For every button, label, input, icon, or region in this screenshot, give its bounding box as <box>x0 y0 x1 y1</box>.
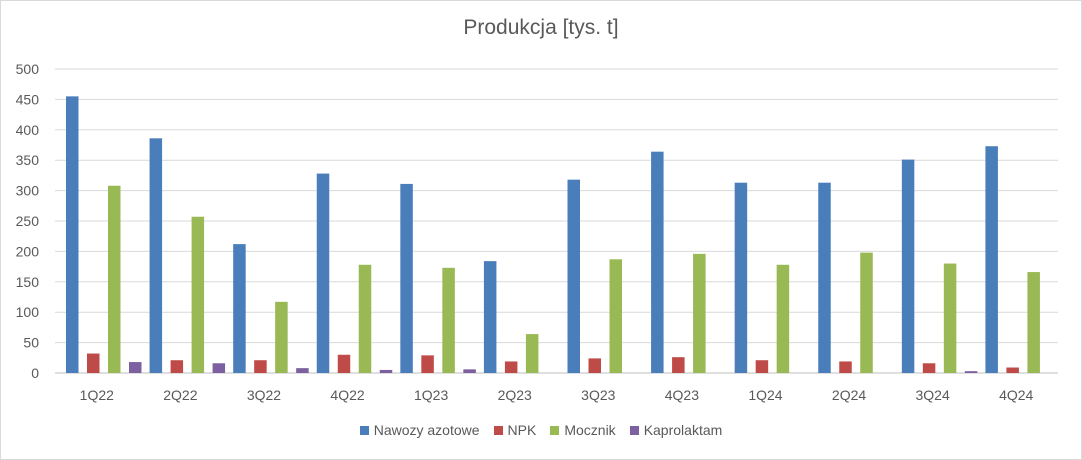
bar-mocznik-2q24 <box>860 252 873 373</box>
bar-mocznik-3q23 <box>609 259 622 373</box>
y-tick-label: 150 <box>16 274 40 290</box>
x-tick-label: 3Q24 <box>915 387 949 403</box>
x-tick-label: 3Q23 <box>581 387 615 403</box>
x-tick-label: 1Q22 <box>80 387 114 403</box>
gridlines <box>55 68 1058 374</box>
bar-mocznik-3q22 <box>275 301 288 373</box>
bar-npk-3q22 <box>254 360 267 373</box>
y-tick-label: 250 <box>16 213 40 229</box>
legend-label: Kaprolaktam <box>643 422 723 438</box>
y-tick-label: 300 <box>16 183 40 199</box>
bar-nawozy-azotowe-2q24 <box>818 182 831 373</box>
y-tick-label: 200 <box>16 243 40 259</box>
bar-kaprolaktam-4q22 <box>379 369 393 373</box>
bar-nawozy-azotowe-2q22 <box>149 138 163 373</box>
legend-swatch <box>629 425 639 435</box>
legend-item: NPK <box>493 422 537 438</box>
legend-item: Mocznik <box>550 422 616 438</box>
legend-label: Nawozy azotowe <box>373 422 480 438</box>
legend: Nawozy azotowe NPK Mocznik Kaprolaktam <box>0 422 1082 438</box>
bar-npk-3q23 <box>588 358 601 373</box>
y-tick-label: 100 <box>16 304 40 320</box>
bar-mocznik-1q23 <box>442 267 455 373</box>
y-tick-label: 50 <box>23 335 39 351</box>
bar-npk-4q24 <box>1006 367 1019 373</box>
bar-mocznik-4q24 <box>1027 272 1040 373</box>
bar-mocznik-1q22 <box>108 185 121 373</box>
y-tick-label: 450 <box>16 91 40 107</box>
bar-npk-1q23 <box>421 355 434 373</box>
bar-nawozy-azotowe-1q24 <box>734 182 748 373</box>
bar-mocznik-2q22 <box>191 216 205 373</box>
bar-mocznik-2q23 <box>525 334 539 373</box>
bar-nawozy-azotowe-3q24 <box>901 159 915 373</box>
y-tick-label: 350 <box>16 152 40 168</box>
chart-title: Produkcja [tys. t] <box>463 16 619 39</box>
bar-npk-3q24 <box>922 363 936 373</box>
bar-nawozy-azotowe-4q24 <box>985 146 998 373</box>
bars <box>66 96 1040 374</box>
bar-nawozy-azotowe-4q22 <box>316 173 330 373</box>
bar-nawozy-azotowe-1q23 <box>400 183 413 373</box>
legend-label: Mocznik <box>564 422 616 438</box>
x-tick-label: 1Q24 <box>748 387 782 403</box>
y-tick-label: 400 <box>16 122 40 138</box>
legend-swatch <box>359 425 369 435</box>
bar-npk-2q24 <box>839 361 852 373</box>
bar-mocznik-4q22 <box>358 264 372 373</box>
bar-kaprolaktam-3q22 <box>296 368 309 373</box>
bar-nawozy-azotowe-4q23 <box>651 151 664 373</box>
y-axis-ticks: 0 50 100 150 200 250 300 350 400 450 500 <box>16 61 40 381</box>
bar-kaprolaktam-1q22 <box>129 362 142 373</box>
legend-item: Nawozy azotowe <box>359 422 480 438</box>
bar-kaprolaktam-2q22 <box>212 363 226 373</box>
legend-item: Kaprolaktam <box>629 422 723 438</box>
bar-mocznik-3q24 <box>943 263 957 373</box>
bar-npk-1q22 <box>87 353 100 373</box>
y-tick-label: 500 <box>16 61 40 77</box>
y-tick-label: 0 <box>31 365 39 381</box>
bar-kaprolaktam-3q24 <box>964 371 978 373</box>
bar-npk-4q23 <box>672 357 685 373</box>
x-tick-label: 3Q22 <box>247 387 281 403</box>
x-axis-ticks: 1Q22 2Q22 3Q22 4Q22 1Q23 2Q23 3Q23 4Q23 1Q24 2Q24… <box>80 387 1034 403</box>
legend-label: NPK <box>507 422 537 438</box>
bar-mocznik-4q23 <box>693 253 706 373</box>
bar-npk-1q24 <box>755 360 769 373</box>
bar-npk-2q23 <box>504 361 518 373</box>
legend-swatch <box>550 425 560 435</box>
x-tick-label: 4Q22 <box>330 387 364 403</box>
bar-nawozy-azotowe-1q22 <box>66 96 79 374</box>
bar-mocznik-1q24 <box>776 264 790 373</box>
x-tick-label: 1Q23 <box>414 387 448 403</box>
x-tick-label: 2Q24 <box>832 387 866 403</box>
legend-swatch <box>493 425 503 435</box>
bar-nawozy-azotowe-3q22 <box>233 244 246 373</box>
bar-nawozy-azotowe-2q23 <box>483 261 497 373</box>
x-tick-label: 2Q22 <box>163 387 197 403</box>
x-tick-label: 2Q23 <box>498 387 532 403</box>
bar-npk-4q22 <box>337 354 351 373</box>
x-tick-label: 4Q23 <box>665 387 699 403</box>
bar-kaprolaktam-1q23 <box>463 369 476 373</box>
x-tick-label: 4Q24 <box>999 387 1033 403</box>
bar-nawozy-azotowe-3q23 <box>567 179 580 373</box>
bar-npk-2q22 <box>170 360 184 373</box>
